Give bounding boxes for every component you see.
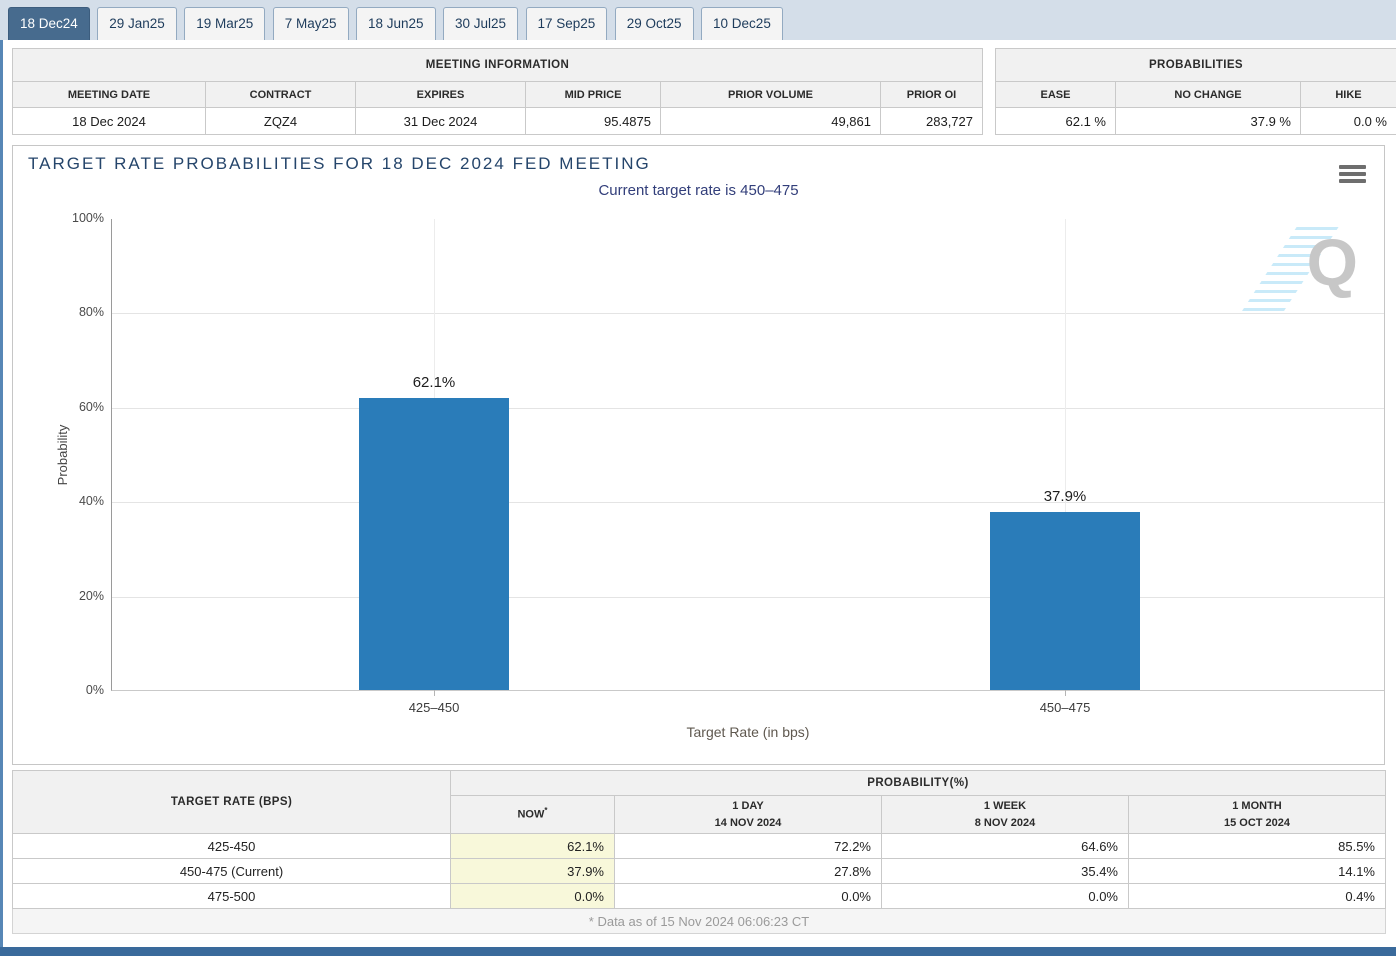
tab-17-sep25[interactable]: 17 Sep25 bbox=[525, 7, 608, 40]
gridline-40 bbox=[112, 502, 1384, 503]
col-no-change: NO CHANGE bbox=[1115, 81, 1301, 108]
1-day-date: 14 NOV 2024 bbox=[714, 816, 782, 829]
day-450-475: 27.8% bbox=[614, 858, 882, 884]
col-1-week: 1 WEEK 8 NOV 2024 bbox=[881, 795, 1129, 834]
chart-title: TARGET RATE PROBABILITIES FOR 18 DEC 202… bbox=[28, 154, 651, 173]
col-1-day: 1 DAY 14 NOV 2024 bbox=[614, 795, 882, 834]
bar-450-475-value-label: 37.9% bbox=[1043, 487, 1087, 505]
now-asterisk: * bbox=[544, 806, 548, 816]
col-prior-volume: PRIOR VOLUME bbox=[660, 81, 881, 108]
col-hike: HIKE bbox=[1300, 81, 1396, 108]
day-475-500: 0.0% bbox=[614, 883, 882, 909]
mid-price-value: 95.4875 bbox=[525, 107, 661, 135]
week-475-500: 0.0% bbox=[881, 883, 1129, 909]
probability-pct-header: PROBABILITY(%) bbox=[450, 770, 1386, 796]
ytick-100: 100% bbox=[72, 211, 104, 225]
tab-10-dec25[interactable]: 10 Dec25 bbox=[701, 7, 783, 40]
ytick-80: 80% bbox=[78, 305, 104, 319]
chart-menu-hamburger-icon[interactable] bbox=[1339, 165, 1366, 186]
gridline-80 bbox=[112, 313, 1384, 314]
now-label: NOW bbox=[517, 809, 545, 822]
1-month-date: 15 OCT 2024 bbox=[1223, 816, 1291, 829]
week-425-450: 64.6% bbox=[881, 833, 1129, 859]
bar-425-450-value-label: 62.1% bbox=[412, 373, 456, 391]
bar-425-450 bbox=[359, 397, 509, 690]
hike-value: 0.0 % bbox=[1300, 107, 1396, 135]
tab-7-may25[interactable]: 7 May25 bbox=[272, 7, 349, 40]
tab-19-mar25[interactable]: 19 Mar25 bbox=[184, 7, 266, 40]
meeting-date-value: 18 Dec 2024 bbox=[12, 107, 206, 135]
table-row-425-450: 425-450 62.1% 72.2% 64.6% 85.5% bbox=[12, 833, 1386, 859]
1-day-label: 1 DAY bbox=[732, 800, 764, 812]
table-row-450-475: 450-475 (Current) 37.9% 27.8% 35.4% 14.1… bbox=[12, 858, 1386, 884]
contract-value: ZQZ4 bbox=[205, 107, 356, 135]
xtick-450-475: 450–475 bbox=[1039, 700, 1091, 715]
probabilities-table: PROBABILITIES EASE NO CHANGE HIKE 62.1 %… bbox=[995, 48, 1396, 135]
prior-volume-value: 49,861 bbox=[660, 107, 881, 135]
month-475-500: 0.4% bbox=[1128, 883, 1386, 909]
meeting-information-table: MEETING INFORMATION MEETING DATE CONTRAC… bbox=[12, 48, 983, 135]
rate-475-500: 475-500 bbox=[12, 883, 451, 909]
quikstrike-watermark: Q bbox=[1239, 225, 1362, 317]
x-axis-label: Target Rate (in bps) bbox=[686, 724, 810, 740]
col-ease: EASE bbox=[995, 81, 1116, 108]
xtick-425-450: 425–450 bbox=[408, 700, 460, 715]
month-450-475: 14.1% bbox=[1128, 858, 1386, 884]
meeting-information-header: MEETING INFORMATION bbox=[12, 48, 983, 82]
ytick-0: 0% bbox=[85, 683, 104, 697]
meeting-tab-bar: 18 Dec24 29 Jan25 19 Mar25 7 May25 18 Ju… bbox=[0, 0, 1396, 40]
frame-left-strip bbox=[0, 0, 3, 956]
probabilities-row: 62.1 % 37.9 % 0.0 % bbox=[995, 107, 1396, 135]
data-as-of-footnote: * Data as of 15 Nov 2024 06:06:23 CT bbox=[12, 908, 1386, 934]
meeting-information-row: 18 Dec 2024 ZQZ4 31 Dec 2024 95.4875 49,… bbox=[12, 107, 983, 135]
col-expires: EXPIRES bbox=[355, 81, 526, 108]
tab-18-dec24[interactable]: 18 Dec24 bbox=[8, 7, 90, 40]
now-475-500: 0.0% bbox=[450, 883, 615, 909]
rate-425-450: 425-450 bbox=[12, 833, 451, 859]
ease-value: 62.1 % bbox=[995, 107, 1116, 135]
target-rate-bps-header: TARGET RATE (BPS) bbox=[12, 770, 451, 834]
col-1-month: 1 MONTH 15 OCT 2024 bbox=[1128, 795, 1386, 834]
tab-30-jul25[interactable]: 30 Jul25 bbox=[443, 7, 519, 40]
gridline-60 bbox=[112, 408, 1384, 409]
ytick-40: 40% bbox=[78, 494, 104, 508]
frame-bottom-strip bbox=[0, 947, 1396, 956]
rate-450-475: 450-475 (Current) bbox=[12, 858, 451, 884]
col-contract: CONTRACT bbox=[205, 81, 356, 108]
col-mid-price: MID PRICE bbox=[525, 81, 661, 108]
probability-history-table: TARGET RATE (BPS) PROBABILITY(%) NOW* 1 … bbox=[12, 770, 1386, 934]
y-axis-label: Probability bbox=[54, 424, 70, 485]
expires-value: 31 Dec 2024 bbox=[355, 107, 526, 135]
month-425-450: 85.5% bbox=[1128, 833, 1386, 859]
xtickmark-2 bbox=[1065, 690, 1066, 696]
table-row-475-500: 475-500 0.0% 0.0% 0.0% 0.4% bbox=[12, 883, 1386, 909]
bar-450-475 bbox=[990, 511, 1140, 690]
chart-subtitle: Current target rate is 450–475 bbox=[598, 182, 799, 199]
prior-oi-value: 283,727 bbox=[880, 107, 983, 135]
1-week-label: 1 WEEK bbox=[983, 800, 1027, 812]
ytick-20: 20% bbox=[78, 589, 104, 603]
day-425-450: 72.2% bbox=[614, 833, 882, 859]
bar-chart-plot-area: 100% 80% 60% 40% 20% 0% Probability Q 62… bbox=[55, 211, 1384, 740]
target-rate-chart-panel: TARGET RATE PROBABILITIES FOR 18 DEC 202… bbox=[12, 145, 1385, 765]
week-450-475: 35.4% bbox=[881, 858, 1129, 884]
now-425-450: 62.1% bbox=[450, 833, 615, 859]
col-now: NOW* bbox=[450, 795, 615, 834]
ytick-60: 60% bbox=[78, 400, 104, 414]
now-450-475: 37.9% bbox=[450, 858, 615, 884]
xtickmark-1 bbox=[434, 690, 435, 696]
1-week-date: 8 NOV 2024 bbox=[974, 816, 1036, 829]
gridline-cat-2 bbox=[1065, 219, 1066, 690]
watermark-q-letter: Q bbox=[1306, 225, 1358, 299]
gridline-20 bbox=[112, 597, 1384, 598]
col-prior-oi: PRIOR OI bbox=[880, 81, 983, 108]
col-meeting-date: MEETING DATE bbox=[12, 81, 206, 108]
no-change-value: 37.9 % bbox=[1115, 107, 1301, 135]
probabilities-header: PROBABILITIES bbox=[995, 48, 1396, 82]
tab-18-jun25[interactable]: 18 Jun25 bbox=[356, 7, 436, 40]
tab-29-jan25[interactable]: 29 Jan25 bbox=[97, 7, 177, 40]
tab-29-oct25[interactable]: 29 Oct25 bbox=[614, 7, 694, 40]
1-month-label: 1 MONTH bbox=[1232, 800, 1282, 812]
